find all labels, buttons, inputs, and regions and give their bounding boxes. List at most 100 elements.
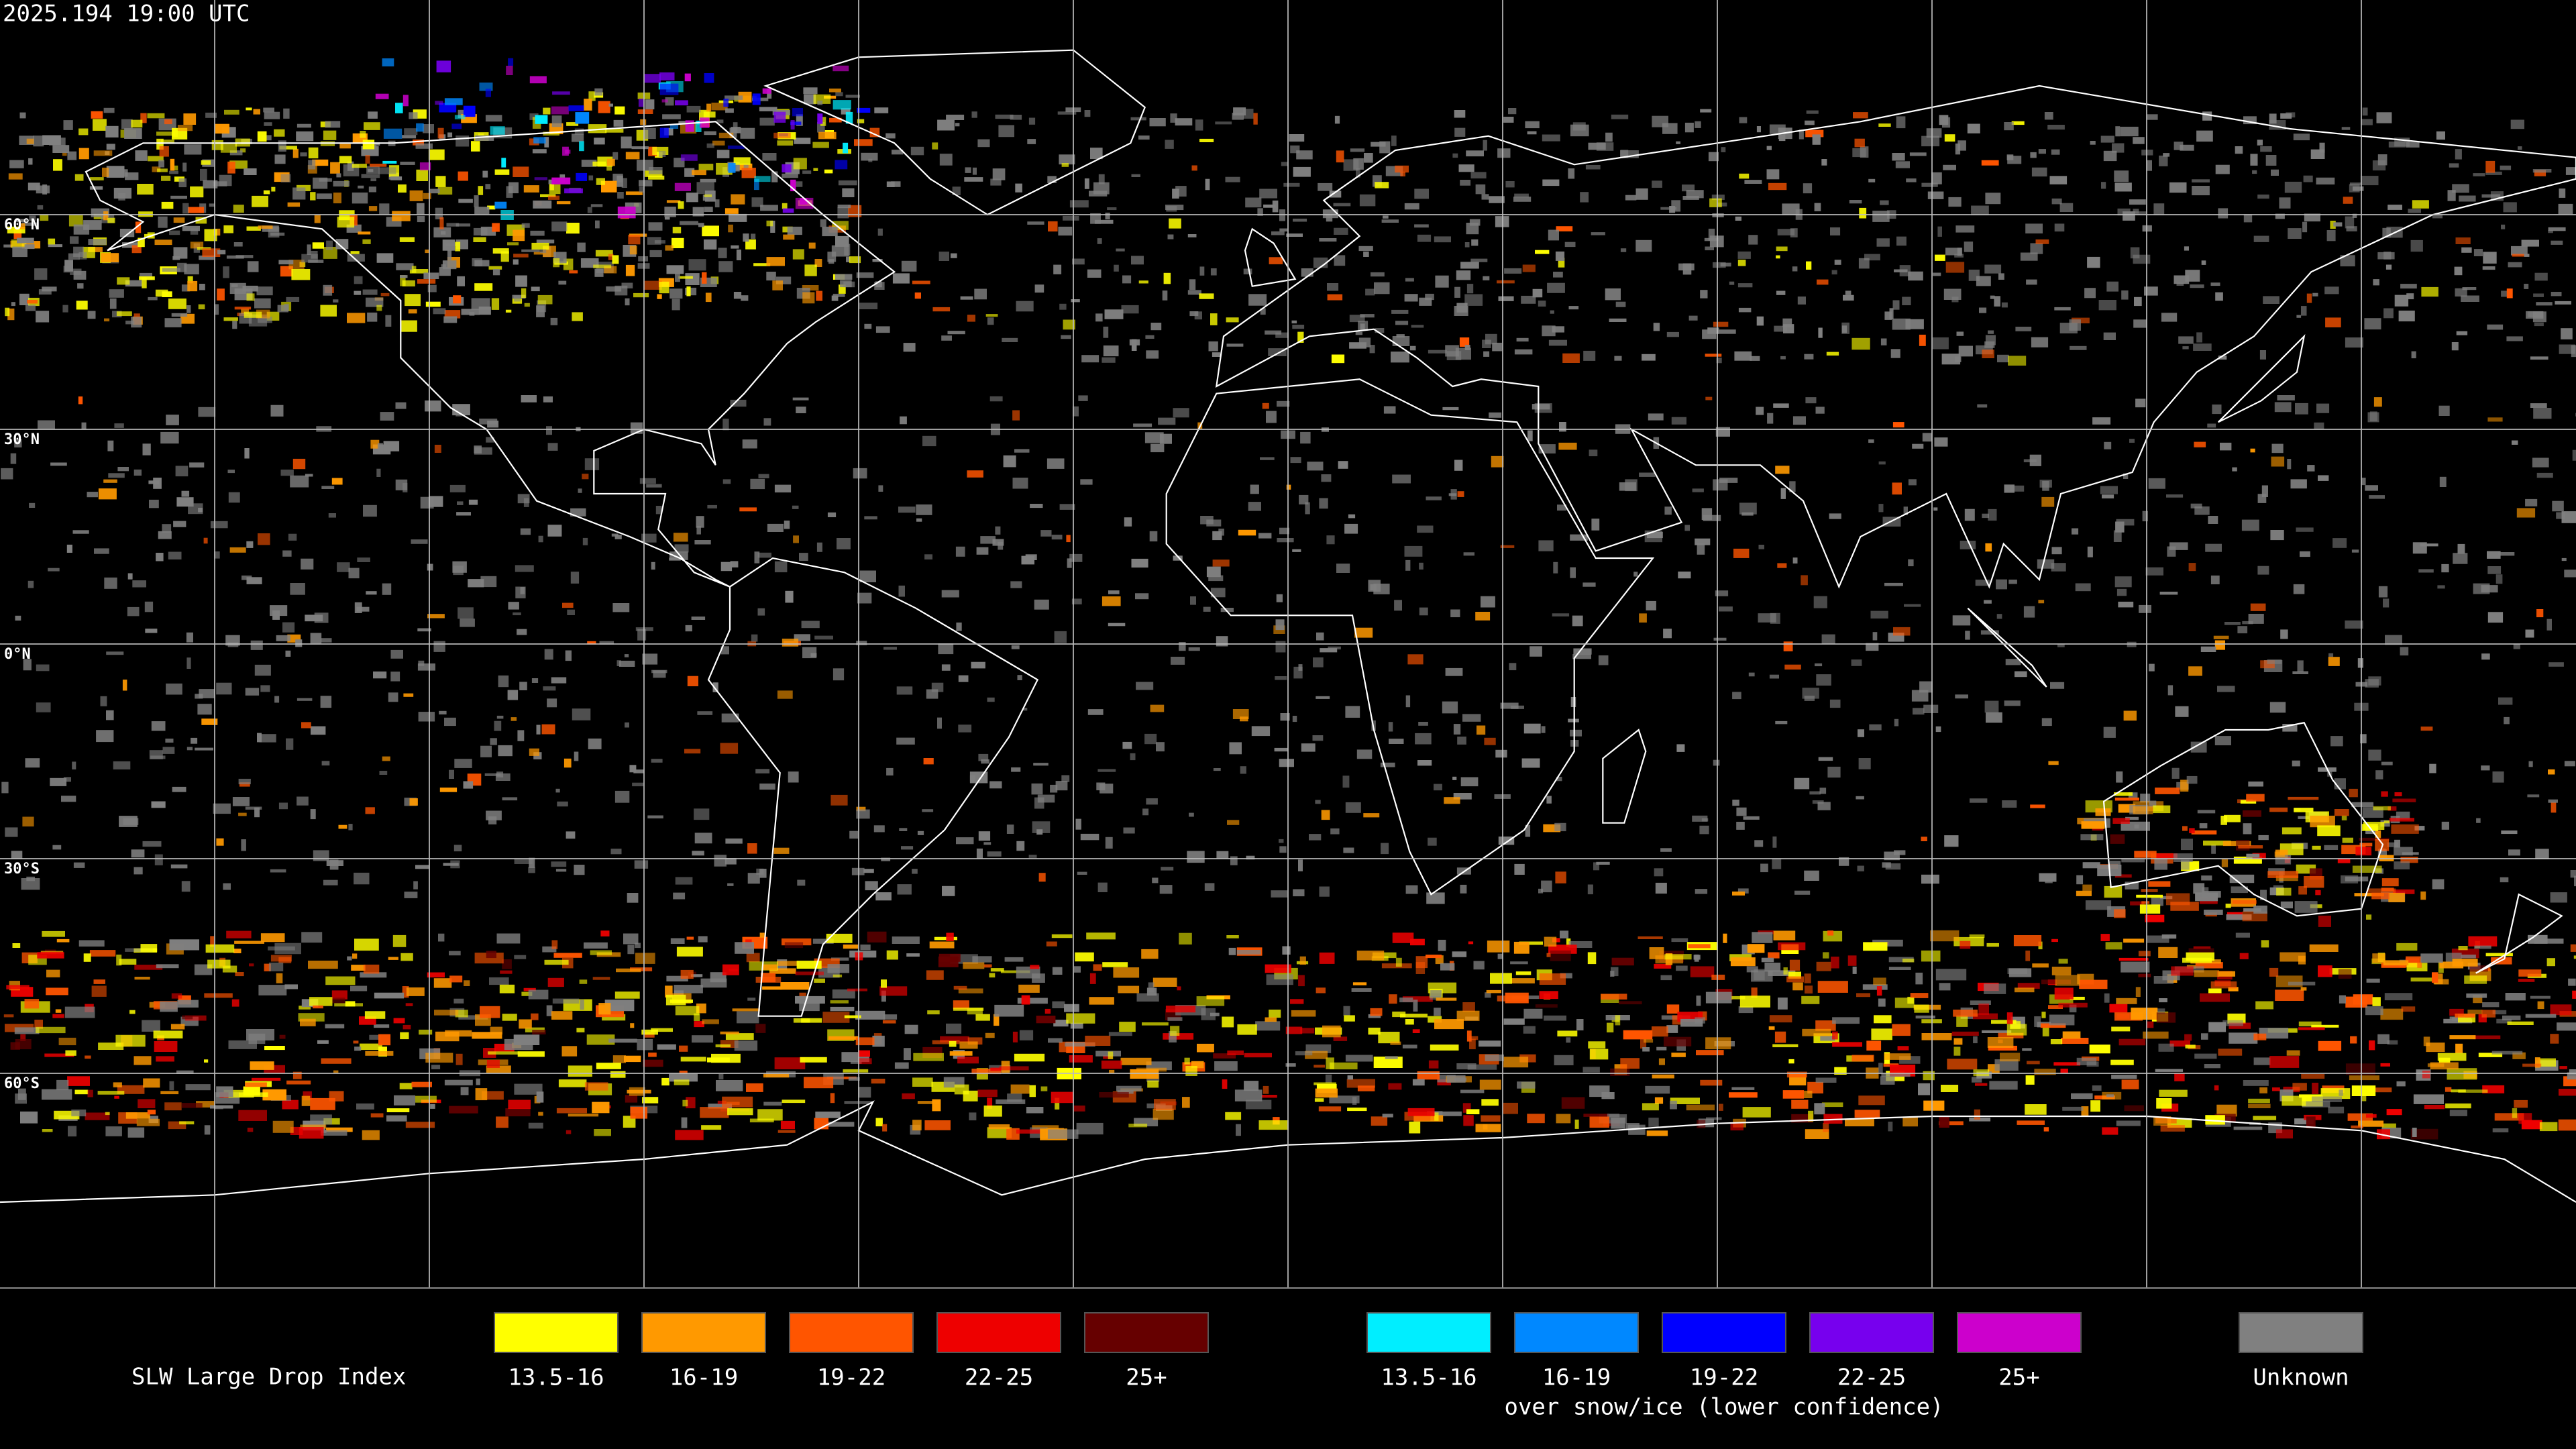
- cloud-pixel: [833, 65, 849, 72]
- cloud-pixel: [482, 1091, 504, 1100]
- cloud-pixel: [2116, 998, 2137, 1004]
- cloud-pixel: [818, 131, 837, 140]
- cloud-pixel: [1007, 1093, 1022, 1102]
- cloud-pixel: [2482, 266, 2496, 270]
- cloud-pixel: [1430, 990, 1442, 998]
- cloud-pixel: [42, 286, 57, 292]
- cloud-pixel: [87, 492, 99, 498]
- cloud-pixel: [1561, 1097, 1585, 1109]
- cloud-pixel: [1022, 708, 1028, 711]
- cloud-pixel: [160, 140, 174, 144]
- cloud-pixel: [623, 933, 639, 945]
- cloud-pixel: [2110, 834, 2125, 844]
- cloud-pixel: [2153, 805, 2171, 814]
- cloud-pixel: [1213, 768, 1221, 771]
- cloud-pixel: [2250, 154, 2258, 166]
- cloud-pixel: [326, 1127, 353, 1132]
- cloud-pixel: [519, 682, 527, 690]
- cloud-pixel: [411, 1081, 432, 1087]
- cloud-pixel: [1903, 506, 1908, 515]
- cloud-pixel: [1717, 329, 1736, 334]
- cloud-pixel: [2551, 802, 2557, 813]
- cloud-pixel: [1430, 996, 1441, 1000]
- cloud-pixel: [707, 1057, 730, 1063]
- cloud-pixel: [449, 975, 463, 983]
- cloud-pixel: [1772, 836, 1777, 848]
- cloud-pixel: [1652, 1026, 1668, 1037]
- cloud-pixel: [722, 419, 729, 431]
- cloud-pixel: [235, 972, 244, 977]
- cloud-pixel: [1585, 165, 1601, 170]
- cloud-pixel: [1870, 610, 1888, 619]
- cloud-pixel: [2153, 976, 2174, 984]
- cloud-pixel: [1619, 482, 1636, 491]
- cloud-pixel: [704, 194, 712, 197]
- cloud-pixel: [2521, 239, 2539, 247]
- cloud-pixel: [2188, 563, 2196, 572]
- cloud-pixel: [245, 688, 260, 696]
- cloud-pixel: [2396, 811, 2410, 820]
- cloud-pixel: [651, 759, 663, 763]
- cloud-pixel: [13, 229, 22, 239]
- cloud-pixel: [1982, 1030, 2012, 1033]
- cloud-pixel: [2158, 1043, 2174, 1052]
- cloud-pixel: [2454, 266, 2463, 276]
- cloud-pixel: [706, 143, 714, 148]
- cloud-pixel: [89, 950, 116, 957]
- cloud-pixel: [2008, 356, 2027, 366]
- cloud-pixel: [882, 1020, 896, 1024]
- cloud-pixel: [2243, 810, 2261, 817]
- cloud-pixel: [1200, 516, 1214, 525]
- cloud-pixel: [473, 237, 486, 242]
- cloud-pixel: [772, 280, 783, 290]
- cloud-pixel: [325, 976, 356, 985]
- cloud-pixel: [226, 930, 252, 938]
- cloud-pixel: [2259, 350, 2266, 360]
- cloud-pixel: [1292, 716, 1297, 722]
- legend-label: 16-19: [669, 1364, 738, 1391]
- cloud-pixel: [1956, 331, 1964, 336]
- cloud-pixel: [368, 186, 376, 193]
- cloud-pixel: [1804, 354, 1814, 360]
- cloud-pixel: [258, 225, 273, 229]
- cloud-pixel: [1467, 1064, 1497, 1070]
- cloud-pixel: [1909, 152, 1927, 156]
- cloud-pixel: [2246, 794, 2265, 802]
- cloud-pixel: [1093, 964, 1102, 971]
- cloud-pixel: [284, 984, 298, 989]
- cloud-pixel: [566, 122, 579, 126]
- cloud-pixel: [2186, 775, 2198, 784]
- cloud-pixel: [11, 851, 23, 859]
- cloud-pixel: [453, 295, 462, 304]
- cloud-pixel: [1055, 1097, 1060, 1110]
- cloud-pixel: [1951, 297, 1959, 303]
- cloud-pixel: [588, 91, 596, 101]
- cloud-pixel: [331, 478, 343, 485]
- cloud-pixel: [474, 283, 493, 291]
- cloud-pixel: [872, 1035, 885, 1047]
- cloud-pixel: [665, 985, 673, 998]
- cloud-pixel: [468, 579, 484, 588]
- cloud-pixel: [1293, 166, 1311, 177]
- cloud-pixel: [1778, 998, 1788, 1010]
- cloud-pixel: [2522, 1063, 2542, 1067]
- cloud-pixel: [474, 445, 482, 453]
- cloud-pixel: [632, 782, 644, 787]
- cloud-pixel: [523, 498, 529, 507]
- cloud-pixel: [1328, 646, 1341, 650]
- cloud-pixel: [1374, 282, 1390, 294]
- cloud-pixel: [356, 606, 370, 612]
- cloud-pixel: [134, 965, 163, 970]
- cloud-pixel: [871, 1079, 885, 1084]
- cloud-pixel: [1375, 182, 1389, 189]
- cloud-pixel: [584, 942, 608, 949]
- cloud-pixel: [210, 521, 228, 529]
- cloud-pixel: [20, 1111, 38, 1124]
- cloud-pixel: [104, 577, 117, 589]
- cloud-pixel: [169, 939, 199, 951]
- cloud-pixel: [863, 869, 874, 873]
- cloud-pixel: [246, 541, 254, 548]
- cloud-pixel: [1818, 327, 1823, 338]
- cloud-pixel: [85, 1055, 91, 1059]
- cloud-pixel: [2143, 1031, 2169, 1039]
